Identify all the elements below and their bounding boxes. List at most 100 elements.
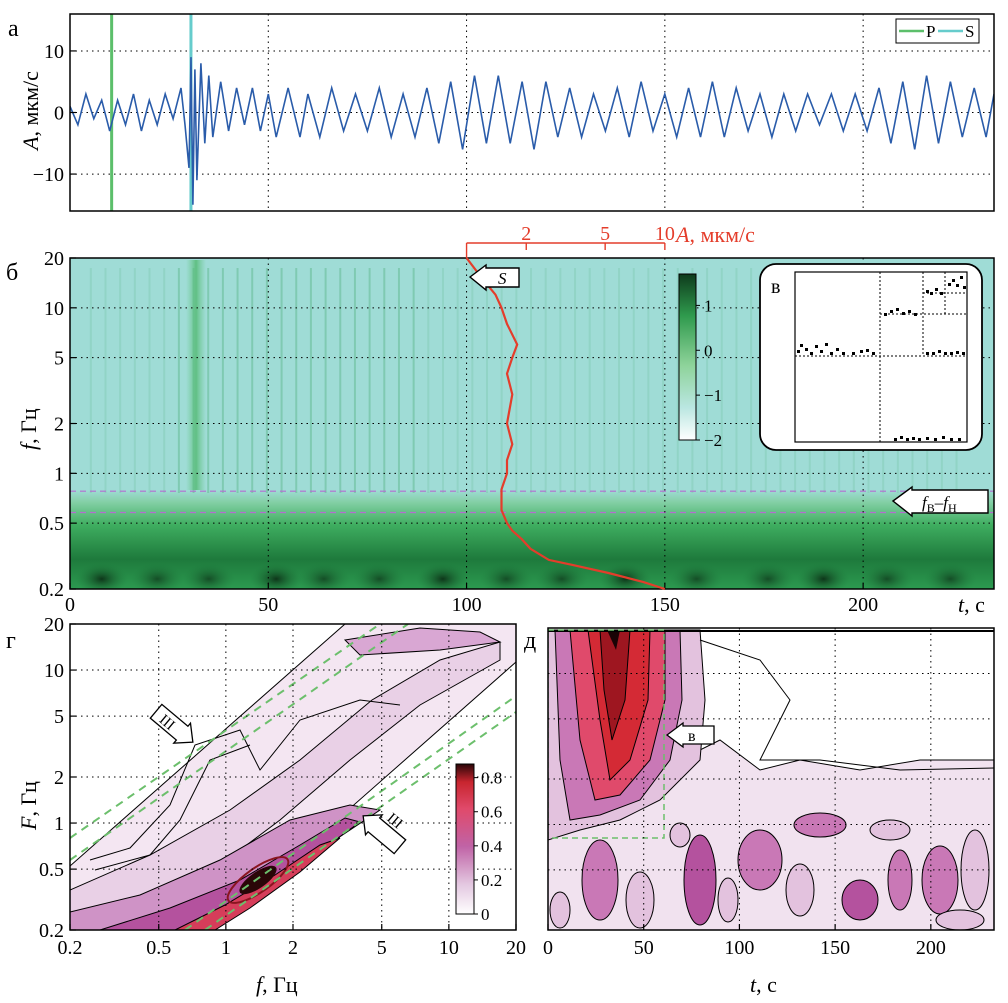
panel-g-xlabel: f, Гц [256,972,298,997]
panel-g-xticks: 0.2 0.5 1 2 5 10 20 [58,924,526,959]
cb-tick-label-1: 0.6 [481,803,502,822]
spectrogram-blob-12 [797,562,850,589]
spectrogram-blob-10 [670,562,723,589]
panel-d-xlabel-unit: , с [756,972,777,997]
panel-d-xticks: 0 50 100 150 200 [543,924,946,959]
amplitude-axis-label: A, мкм/с [674,222,755,247]
xtick-label-100: 100 [724,937,754,959]
guide-line-1 [70,624,381,839]
band-arrow: fВ–fН [891,485,989,518]
arrow-upper-shape [149,703,194,744]
xtick-label-0.2: 0.2 [58,937,83,959]
spectrogram-streak-22 [412,268,415,493]
xtick-label-0: 0 [65,594,75,616]
s-arrow-shape [468,263,520,292]
ytick-label-0.5: 0.5 [39,859,64,881]
inset-letter: в [771,276,780,298]
inset-point-28 [900,436,903,439]
inset-point-38 [930,292,933,295]
xtick-label-200: 200 [916,937,946,959]
waveform-line [70,57,994,205]
spectrogram-streak-42 [706,268,709,493]
panel-g-ylabel: F, Гц [16,781,41,831]
legend-s-label: S [965,22,974,41]
spectrogram-blob-14 [924,562,977,589]
panel-b-colorbar: 1 0 −1 −2 [678,273,722,450]
ytick-label-2: 2 [54,414,64,436]
inset-point-39 [935,288,938,291]
inset-point-43 [956,284,959,287]
inset-point-9 [842,352,845,355]
inset-point-30 [912,437,915,440]
inset-point-32 [926,437,929,440]
panel-b-xlabel-unit: , с [964,592,985,617]
spectrogram-streak-37 [632,268,635,493]
inset-point-5 [820,350,823,353]
spectrogram-blob-5 [353,562,406,589]
spectrogram-streak-34 [588,268,591,493]
panel-a-ylabel-var: A [18,136,43,152]
inset-point-27 [894,438,897,441]
spectrogram-streak-28 [500,268,503,493]
ytick-label-5: 5 [54,706,64,728]
ytick-label-0.5: 0.5 [39,513,64,535]
ytick-label-2: 2 [54,767,64,789]
panel-g-yticks: 0.2 0.5 1 2 5 10 20 [39,614,76,942]
panel-a-grid [70,14,994,211]
arrow-upper: III [149,703,194,744]
inset-point-14 [884,313,887,316]
ytick-label-0.2: 0.2 [39,579,64,601]
panel-a-ylabel: A, мкм/с [18,71,43,152]
panel-b-ylabel-var: f [16,441,41,450]
spectrogram-streak-43 [720,268,723,493]
spectrogram-blob-1 [131,562,184,589]
spectrogram-blob-6 [416,562,469,589]
spectrogram-streak-17 [339,268,342,493]
inset-point-26 [962,352,965,355]
xtick-label-150: 150 [820,937,850,959]
cb-tick-label-2: −1 [704,386,722,405]
s-arrow: S [468,263,520,292]
spectrogram-streak-14 [295,268,298,493]
panel-a-waveform: а −10 0 10 A, мкм/с P S [8,13,995,212]
inset-axes [794,271,968,443]
amplitude-profile-line [465,257,666,591]
spectrogram-blob-0 [75,562,128,589]
spectrogram-low-blobs [75,562,977,589]
inset-point-42 [952,279,955,282]
contour-d-blob-1 [625,871,655,929]
contour-upper-lines [89,699,401,871]
spectrogram-streak-30 [530,268,533,493]
panel-g-letter: г [6,628,16,654]
spectrogram-streak-3 [133,268,136,493]
box-arrow: в [665,721,715,749]
panel-b-colorbar-bar [678,273,697,441]
inset-frame [759,263,983,451]
ytick-label-1: 1 [54,463,64,485]
inset-point-36 [958,438,961,441]
spectrogram-blob-9 [599,562,652,589]
ytick-label--10: −10 [33,164,64,186]
spectrogram-streak-23 [427,268,430,493]
contour-d-blob-3 [717,877,739,923]
inset-point-12 [866,349,869,352]
spectrogram-streak-36 [618,268,621,493]
s-arrow-label: S [498,269,507,288]
xtick-label-150: 150 [650,594,680,616]
panel-d-frame [547,627,995,931]
spectrogram-blob-2 [182,562,235,589]
spectrogram-streak-31 [544,268,547,493]
cb-tick-label-1: 0 [704,341,713,360]
spectrogram-streak-35 [603,268,606,493]
spectrogram-streak-32 [559,268,562,493]
panel-v-inset: в [759,263,983,451]
xtick-label-0.5: 0.5 [146,937,171,959]
inset-point-24 [950,352,953,355]
cb-tick-label-0: 1 [704,296,713,315]
spectrogram-streak-9 [221,268,224,493]
spectrogram-streak-1 [104,268,107,493]
guide-line-3 [184,695,516,930]
inset-point-17 [902,312,905,315]
cb-tick-label-2: 0.4 [481,837,503,856]
xtick-label-5: 5 [377,937,387,959]
